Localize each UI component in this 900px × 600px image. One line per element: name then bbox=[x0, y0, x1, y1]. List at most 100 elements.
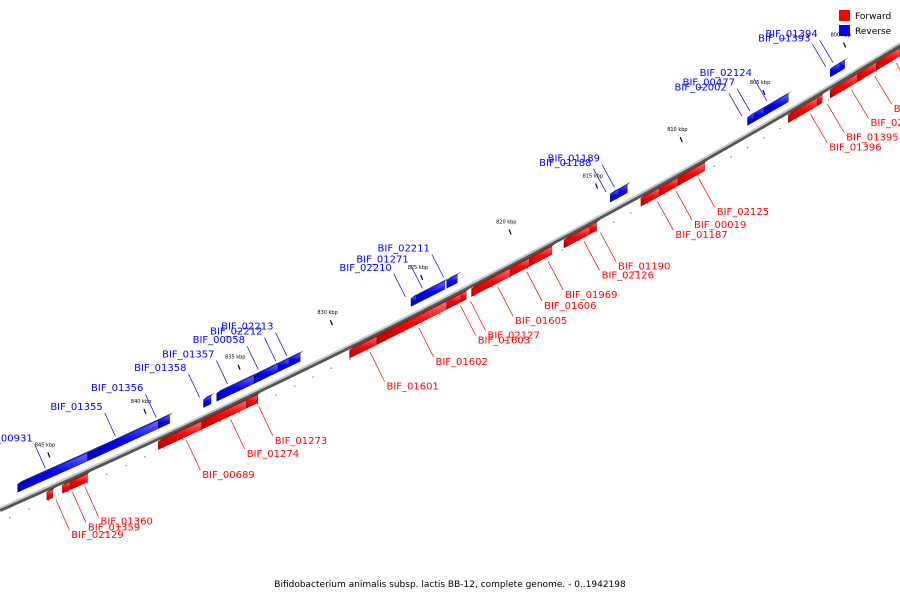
gene-body-top bbox=[376, 298, 451, 337]
gene-leader-line bbox=[72, 492, 87, 523]
gene-label: BIF_02209 bbox=[871, 118, 900, 129]
scale-dot bbox=[312, 376, 314, 378]
gene-leader-line bbox=[675, 190, 693, 221]
gene-bif-01355 bbox=[87, 417, 162, 462]
gene-body bbox=[203, 395, 212, 408]
gene-body bbox=[529, 246, 553, 267]
gene-leader-line bbox=[497, 286, 514, 317]
caption: Bifidobacterium animalis subsp. lactis B… bbox=[274, 580, 626, 590]
gene-body-top bbox=[254, 361, 282, 376]
gene-body bbox=[69, 473, 88, 491]
gene-body-top bbox=[618, 181, 631, 190]
gene-body bbox=[246, 394, 258, 409]
gene-bif-00689 bbox=[158, 418, 206, 450]
scale-dot bbox=[544, 258, 546, 260]
gene-label: BIF_02125 bbox=[717, 207, 769, 218]
gene-label: BIF_02127 bbox=[488, 330, 540, 341]
gene-leader-line bbox=[812, 44, 827, 67]
gene-bif-01356 bbox=[158, 412, 174, 429]
gene-bif-01187 bbox=[640, 185, 663, 207]
gene-label: BIF_01395 bbox=[846, 133, 898, 144]
scale-dot bbox=[438, 313, 441, 315]
gene-body bbox=[87, 420, 159, 462]
gene-body-top bbox=[510, 255, 533, 269]
gene-body bbox=[216, 375, 255, 402]
gene-label: BIF_01190 bbox=[618, 262, 670, 273]
gene-label: BIF_01396 bbox=[829, 143, 881, 154]
scale-dot bbox=[843, 89, 846, 92]
gene-body bbox=[376, 300, 447, 345]
gene-label: BIF_01189 bbox=[548, 154, 600, 165]
gene-bif-01271 bbox=[416, 278, 449, 305]
genome-backbone bbox=[0, 42, 900, 509]
gene-bif-01190 bbox=[589, 219, 601, 235]
gene-body bbox=[158, 414, 170, 429]
gene-body-top bbox=[349, 333, 381, 351]
gene-label: BIF_00931 bbox=[0, 434, 33, 445]
scale-dot bbox=[67, 490, 69, 493]
scale-dot bbox=[680, 184, 682, 186]
gene-body-top bbox=[529, 243, 556, 259]
gene-body bbox=[817, 94, 823, 107]
gene-bif-02210 bbox=[410, 292, 420, 307]
gene-bif-01273 bbox=[246, 391, 262, 409]
scale-dot bbox=[595, 230, 598, 233]
gene-leader-line bbox=[185, 439, 201, 471]
gene-labels: BIF_01393BIF_01394BIF_02002BIF_00477BIF_… bbox=[0, 29, 900, 541]
scale-dot bbox=[713, 165, 716, 167]
scale-dot bbox=[779, 127, 781, 130]
scale-dot bbox=[86, 482, 89, 484]
scale-dot bbox=[795, 118, 798, 120]
gene-body bbox=[446, 274, 458, 289]
gene-body-top bbox=[416, 278, 449, 296]
gene-body-top bbox=[610, 186, 623, 194]
scale-dot bbox=[875, 70, 878, 73]
gene-label: BIF_01601 bbox=[387, 381, 439, 392]
gene-leader-line bbox=[145, 393, 157, 418]
gene-body bbox=[17, 452, 88, 493]
gene-body-top bbox=[747, 110, 758, 118]
gene-leader-line bbox=[264, 337, 277, 362]
gene-leader-line bbox=[600, 232, 617, 262]
gene-features bbox=[17, 47, 900, 501]
gene-body bbox=[201, 399, 247, 430]
gene-label: BIF_02124 bbox=[700, 68, 752, 79]
gene-label: BIF_02126 bbox=[602, 270, 654, 281]
gene-body-top bbox=[46, 486, 57, 493]
scale-dot bbox=[385, 340, 387, 342]
gene-bif-02127 bbox=[460, 288, 470, 303]
scale-dot bbox=[275, 394, 278, 396]
scale-dot bbox=[578, 239, 581, 242]
gene-leader-line bbox=[431, 254, 445, 278]
gene-bif-01969 bbox=[529, 243, 556, 267]
gene-label: BIF_01359 bbox=[88, 522, 140, 533]
scale-dot bbox=[420, 322, 423, 324]
gene-bif-01602 bbox=[376, 298, 451, 345]
gene-bif-01396 bbox=[788, 94, 821, 124]
scale-dot bbox=[859, 80, 862, 82]
gene-label: BIF_00058 bbox=[193, 335, 245, 346]
scale-dot bbox=[526, 267, 529, 270]
scale-tick bbox=[237, 364, 241, 370]
gene-body-top bbox=[158, 418, 206, 442]
scale-tick bbox=[679, 136, 683, 143]
gene-bif-02125 bbox=[677, 159, 709, 187]
gene-label: BIF_01187 bbox=[675, 230, 727, 241]
scale-tick bbox=[329, 319, 333, 326]
scale-tick-label: 815 kbp bbox=[583, 174, 603, 180]
gene-bif-02209 bbox=[830, 70, 861, 99]
gene-label: BIF_01358 bbox=[134, 363, 186, 374]
scale-dot bbox=[348, 358, 351, 360]
gene-bif-02126 bbox=[563, 223, 594, 249]
gene-body bbox=[62, 481, 71, 494]
gene-leader-line bbox=[188, 373, 200, 398]
gene-body-top bbox=[62, 478, 74, 486]
gene-body bbox=[349, 336, 377, 359]
gene-leader-lines bbox=[34, 40, 900, 530]
gene-body-top bbox=[246, 391, 262, 401]
gene-body-top bbox=[70, 471, 92, 482]
scale-dot bbox=[9, 516, 11, 519]
scale-tick-label: 845 kbp bbox=[35, 442, 55, 448]
gene-body bbox=[509, 258, 530, 277]
gene-body-top bbox=[87, 417, 162, 453]
